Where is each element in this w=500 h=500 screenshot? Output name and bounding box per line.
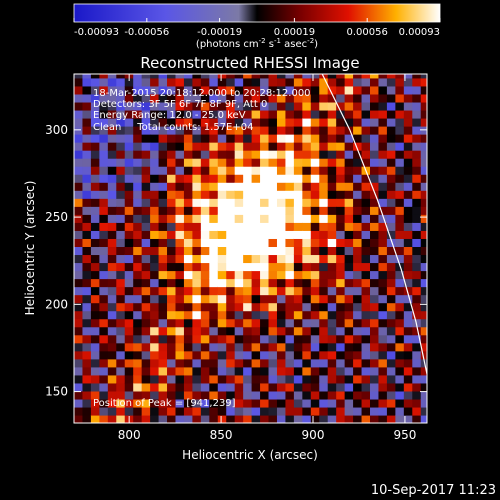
y-axis-label: Heliocentric Y (arcsec) (23, 181, 37, 316)
x-axis-label: Heliocentric X (arcsec) (182, 448, 318, 462)
colorbar-tick-label: 0.00056 (347, 27, 388, 38)
colorbar-tick-label: -0.00056 (124, 27, 169, 38)
annotation-clean-counts: Clean Total counts: 1.57E+04 (93, 122, 253, 133)
plot-frame (73, 73, 428, 424)
annotation-time: 18-Mar-2015 20:18:12.000 to 20:28:12.000 (93, 88, 311, 99)
annotation-detectors: Detectors: 3F 5F 6F 7F 8F 9F, Att 0 (93, 99, 267, 110)
axes: 800 850 900 950 150 200 250 300 (45, 74, 427, 442)
chart-title: Reconstructed RHESSI Image (140, 54, 359, 72)
x-tick-label: 850 (210, 428, 233, 442)
x-tick-label: 800 (118, 428, 141, 442)
colorbar-tick-label: -0.00093 (74, 27, 119, 38)
colorbar (73, 3, 441, 23)
y-tick-label: 300 (45, 123, 68, 137)
colorbar-ticks: -0.00093 -0.00056 -0.00019 0.00019 0.00056 0.… (73, 18, 441, 38)
footer-date: 10-Sep-2017 11:23 (370, 483, 496, 498)
colorbar-tick-label: -0.00019 (197, 27, 242, 38)
annotation-energy: Energy Range: 12.0 - 25.0 keV (93, 110, 246, 121)
x-tick-label: 950 (393, 428, 416, 442)
x-tick-label: 900 (302, 428, 325, 442)
y-tick-label: 200 (45, 297, 68, 311)
colorbar-tick-label: 0.00093 (399, 27, 440, 38)
y-tick-label: 150 (45, 385, 68, 399)
colorbar-tick-label: 0.00019 (274, 27, 315, 38)
colorbar-unit-label: (photons cm-2 s-1 asec-2) (196, 37, 318, 50)
y-tick-label: 250 (45, 210, 68, 224)
peak-position-label: Position of Peak = [941,239] (93, 398, 236, 409)
heatmap-cells (74, 74, 427, 423)
solar-limb-line (321, 74, 427, 375)
